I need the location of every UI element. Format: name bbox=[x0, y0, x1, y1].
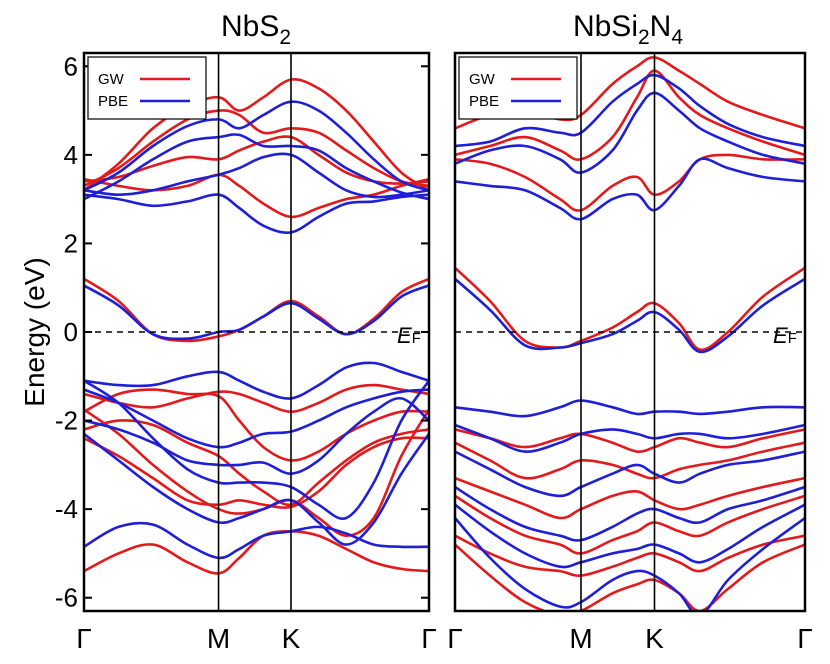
panel-right-gw-band-2 bbox=[455, 153, 805, 212]
panel-right-pbe-band-9 bbox=[455, 503, 805, 569]
panel-left-frame bbox=[82, 51, 431, 613]
panel-right-gw-band-7 bbox=[455, 476, 805, 520]
panel-left-fermi-label: EF bbox=[397, 323, 421, 348]
panel-right-gw-band-5 bbox=[455, 428, 805, 454]
panel-right-legend-label-pbe: PBE bbox=[469, 93, 499, 110]
panel-right-fermi-label-main: E bbox=[773, 323, 788, 348]
y-tick-label--6: -6 bbox=[55, 583, 78, 613]
y-tick-label--4: -4 bbox=[55, 494, 78, 524]
panel-right-pbe-band-5 bbox=[455, 399, 805, 418]
y-tick-label--2: -2 bbox=[55, 406, 78, 436]
panel-right-pbe-band-6 bbox=[455, 423, 805, 453]
panel-right-k-label-0: Γ bbox=[447, 623, 462, 654]
panel-right-pbe-band-7 bbox=[455, 450, 805, 498]
panel-left-title-subscript: 2 bbox=[279, 26, 291, 49]
panel-right-legend-box bbox=[458, 56, 578, 120]
panel-right-k-label-1: M bbox=[569, 623, 592, 654]
panel-left-legend-label-pbe: PBE bbox=[98, 93, 128, 110]
panel-right-title-main-1: NbSi bbox=[573, 10, 638, 43]
panel-right-gw-band-6 bbox=[455, 441, 805, 480]
y-tick-label-2: 2 bbox=[64, 228, 78, 258]
panel-right-pbe-band-8 bbox=[455, 485, 805, 542]
panel-right-frame bbox=[453, 51, 807, 613]
panel-left-pbe-band-9 bbox=[84, 379, 429, 520]
panel-left-legend: GW PBE bbox=[87, 56, 207, 120]
panel-left-gw-band-4 bbox=[84, 109, 429, 188]
panel-left-k-label-0: Γ bbox=[76, 623, 91, 654]
panel-left-gw-band-1 bbox=[84, 277, 429, 343]
panel-left-fermi: EF bbox=[84, 323, 429, 348]
panel-left-pbe-band-7 bbox=[84, 388, 429, 449]
y-tick-label-4: 4 bbox=[64, 140, 78, 170]
panel-right: NbSi2N4 EF Γ M K Γ GW PBE bbox=[447, 10, 812, 654]
panel-left-pbe-band-3 bbox=[84, 152, 429, 199]
panel-right-gw-band-9 bbox=[455, 534, 805, 577]
panel-left-pbe-band-11 bbox=[84, 521, 429, 560]
panel-left-fermi-label-main: E bbox=[397, 323, 412, 348]
panel-left-pbe-band-8 bbox=[84, 397, 429, 476]
panel-right-pbe-band-3 bbox=[455, 91, 805, 174]
panel-left-legend-label-gw: GW bbox=[98, 71, 125, 88]
panel-left-k-label-1: M bbox=[207, 623, 230, 654]
panel-right-k-label-3: Γ bbox=[797, 623, 812, 654]
panel-right-gw-band-1 bbox=[455, 266, 805, 352]
panel-right-pbe-band-2 bbox=[455, 157, 805, 221]
panel-right-legend-label-gw: GW bbox=[469, 71, 496, 88]
panel-left-gw-band-7 bbox=[84, 388, 429, 462]
y-axis-label: Energy (eV) bbox=[19, 257, 50, 406]
panel-right-title-main-2: N bbox=[650, 10, 672, 43]
panel-right-pbe-band-1 bbox=[455, 277, 805, 354]
panel-right-gw-band-10 bbox=[455, 543, 805, 611]
panel-right-gw-band-8 bbox=[455, 494, 805, 555]
y-tick-label-0: 0 bbox=[64, 317, 78, 347]
panel-left-bands bbox=[84, 78, 429, 575]
panel-right-bands bbox=[455, 56, 805, 611]
panel-left-yticks: -6 -4 -2 0 2 4 6 bbox=[55, 51, 429, 613]
panel-right-fermi: EF bbox=[455, 323, 805, 348]
panel-left-pbe-band-10 bbox=[84, 432, 429, 546]
panel-right-title-subscript-2: 4 bbox=[671, 26, 683, 49]
panel-right-pbe-band-4 bbox=[455, 73, 805, 148]
panel-left-pbe-band-2 bbox=[84, 193, 429, 234]
panel-right-title: NbSi2N4 bbox=[573, 10, 683, 49]
panel-left-legend-box bbox=[87, 56, 207, 120]
panel-left-pbe-band-6 bbox=[84, 361, 429, 400]
panel-left-pbe-band-1 bbox=[84, 284, 429, 341]
panel-left-title: NbS2 bbox=[221, 10, 291, 49]
panel-right-title-subscript-1: 2 bbox=[638, 26, 650, 49]
panel-right-k-label-2: K bbox=[645, 623, 664, 654]
panel-left-pbe-band-5 bbox=[84, 100, 429, 192]
panel-right-gw-band-3 bbox=[455, 69, 805, 161]
panel-left-k-label-2: K bbox=[282, 623, 301, 654]
panel-left-pbe-band-4 bbox=[84, 133, 429, 201]
y-tick-label-6: 6 bbox=[64, 51, 78, 81]
panel-left-fermi-label-sub: F bbox=[412, 330, 421, 347]
panel-right-fermi-label-sub: F bbox=[788, 330, 797, 347]
panel-left-gw-band-6 bbox=[84, 383, 429, 413]
panel-right-legend: GW PBE bbox=[458, 56, 578, 120]
panel-right-pbe-band-10 bbox=[455, 516, 805, 611]
panel-left-gw-band-8 bbox=[84, 419, 429, 507]
panel-right-fermi-label: EF bbox=[773, 323, 797, 348]
panel-left-gw-band-9 bbox=[84, 436, 429, 509]
panel-left-k-label-3: Γ bbox=[421, 623, 436, 654]
panel-left-gw-band-5 bbox=[84, 78, 429, 192]
panel-left-title-main: NbS bbox=[221, 10, 279, 43]
